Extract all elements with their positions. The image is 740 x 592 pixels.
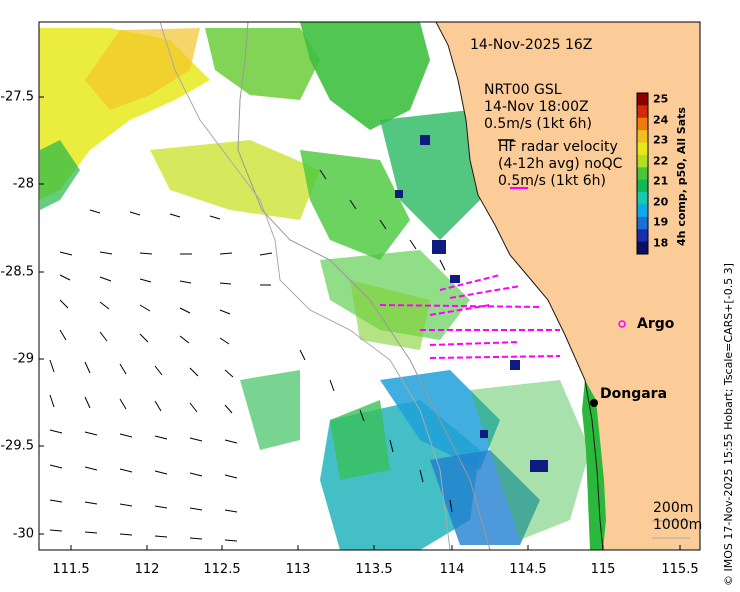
radar-title: HF radar velocity (498, 139, 618, 155)
colorbar-tick-label: 21 (653, 174, 669, 188)
y-tick-label: -29.5 (0, 438, 34, 454)
colorbar-tick-label: 24 (653, 113, 669, 126)
gsl-time: 14-Nov 18:00Z (484, 99, 589, 115)
colorbar-segment (637, 142, 648, 156)
land-mass (436, 22, 700, 550)
x-tick-label: 115.5 (661, 562, 699, 577)
colorbar-tick-label: 19 (653, 215, 669, 229)
radar-scale: 0.5m/s (1kt 6h) (498, 173, 607, 189)
y-tick-label: -28 (12, 176, 34, 192)
credit-text: © IMOS 17-Nov-2025 15:55 Hobart; Tscale=… (722, 263, 735, 586)
date-label: 14-Nov-2025 16Z (470, 37, 593, 53)
depth-200m-label: 200m (653, 500, 694, 516)
depth-1000m-label: 1000m (653, 517, 703, 533)
dongara-marker (590, 399, 598, 407)
y-tick-label: -27.5 (0, 89, 34, 105)
gsl-scale: 0.5m/s (1kt 6h) (484, 116, 593, 132)
y-tick-label: -28.5 (0, 264, 34, 280)
colorbar (636, 92, 649, 255)
colorbar-segment (637, 216, 648, 230)
radar-avg: (4-12h avg) noQC (498, 156, 623, 172)
cold-spots (395, 135, 548, 472)
colorbar-segment (637, 154, 648, 168)
colorbar-title: 4h comp, p50, All Sats (675, 107, 688, 246)
x-tick-label: 114.5 (509, 562, 547, 577)
colorbar-segment (637, 105, 648, 119)
colorbar-tick-label: 23 (653, 133, 669, 147)
colorbar-tick-label: 18 (653, 236, 669, 249)
y-tick-label: -30 (12, 526, 34, 542)
hf-radar-vectors (379, 274, 561, 359)
contour-1000m (159, 21, 451, 551)
argo-label: Argo (637, 316, 675, 332)
x-tick-label: 112.5 (203, 562, 241, 577)
x-tick-label: 113 (285, 562, 311, 577)
x-tick-label: 113.5 (355, 562, 393, 577)
colorbar-segment (637, 117, 648, 131)
coastal-strip (582, 380, 606, 550)
y-tick-marks (39, 96, 44, 535)
colorbar-segment (637, 241, 648, 255)
x-tick-label: 111.5 (52, 562, 90, 577)
contour-200m (237, 21, 491, 551)
dongara-label: Dongara (600, 386, 668, 402)
current-arrows (49, 169, 453, 542)
colorbar-segment (637, 130, 648, 144)
colorbar-tick-label: 22 (653, 154, 669, 167)
x-tick-label: 112 (134, 562, 160, 577)
colorbar-segment (637, 204, 648, 218)
colorbar-tick-label: 20 (653, 195, 669, 208)
colorbar-tick-label: 25 (653, 92, 669, 106)
colorbar-segment (637, 192, 648, 205)
y-tick-label: -29 (12, 351, 34, 367)
x-tick-label: 115 (590, 562, 616, 577)
colorbar-frame (636, 92, 649, 255)
argo-marker (618, 320, 626, 328)
x-tick-marks (70, 545, 681, 550)
x-tick-label: 114 (439, 562, 465, 577)
colorbar-segment (637, 93, 648, 106)
colorbar-segment (637, 179, 648, 193)
coastline (435, 21, 604, 551)
gsl-title: NRT00 GSL (484, 82, 562, 98)
colorbar-segment (637, 167, 648, 181)
plot-frame (38, 21, 701, 551)
colorbar-segment (637, 229, 648, 243)
